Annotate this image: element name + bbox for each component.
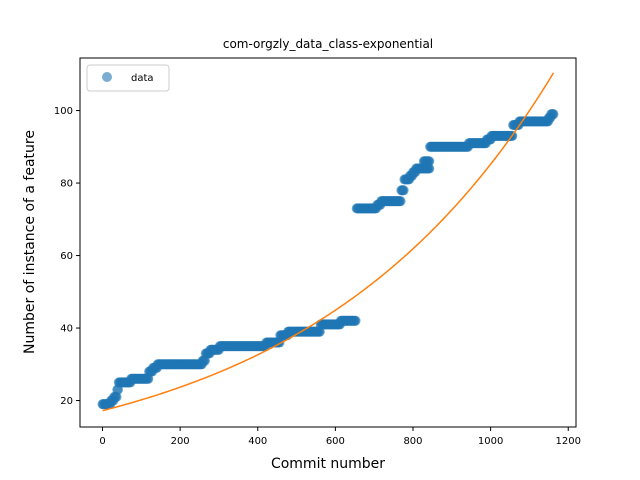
y-tick-label: 40 (60, 324, 73, 335)
fit-line (102, 72, 555, 412)
data-point (350, 315, 361, 326)
x-axis-title: Commit number (271, 456, 385, 472)
x-axis: 0 200 400 600 800 1000 1200 (99, 427, 581, 447)
x-tick-label: 400 (248, 436, 267, 447)
data-point (424, 156, 435, 167)
y-axis: 20 40 60 80 100 (54, 106, 80, 407)
x-tick-label: 1200 (556, 436, 581, 447)
x-tick-label: 600 (326, 436, 345, 447)
plot-frame (79, 57, 577, 428)
legend-box (86, 64, 170, 92)
legend-label-data: data (131, 73, 154, 84)
data-point (548, 109, 559, 120)
y-tick-label: 100 (54, 106, 73, 117)
data-point (398, 185, 409, 196)
legend-marker-data (102, 72, 112, 82)
y-axis-title: Number of instance of a feature (22, 130, 38, 354)
plot-marks (97, 72, 559, 412)
x-tick-label: 200 (171, 436, 190, 447)
chart-title: com-orgzly_data_class-exponential (223, 37, 433, 51)
plot-area (79, 57, 577, 428)
y-tick-label: 80 (60, 179, 73, 190)
y-tick-label: 20 (60, 396, 73, 407)
legend: data (86, 64, 170, 92)
x-tick-label: 800 (403, 436, 422, 447)
data-point (395, 196, 406, 207)
y-tick-label: 60 (60, 251, 73, 262)
x-tick-label: 1000 (478, 436, 503, 447)
x-tick-label: 0 (99, 436, 105, 447)
